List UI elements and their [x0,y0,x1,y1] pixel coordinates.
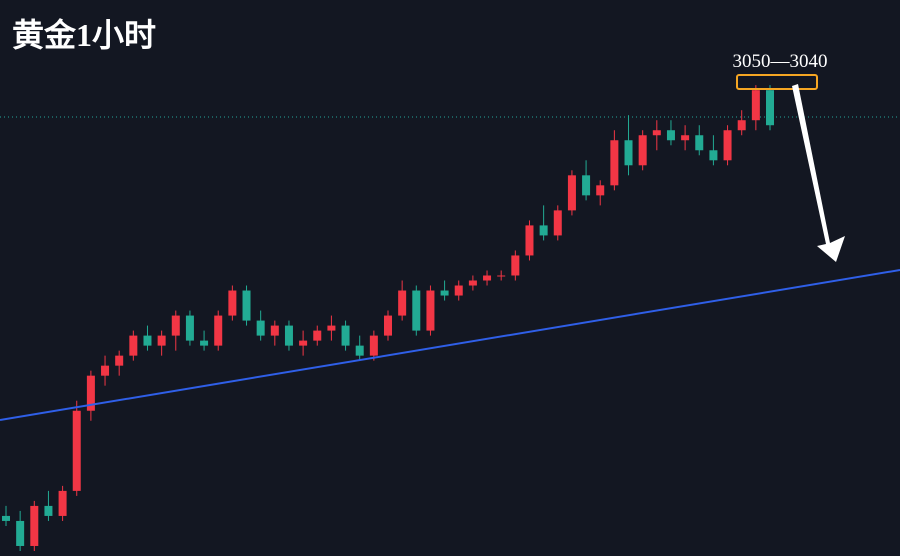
annotation: 3050—3040 [733,51,828,72]
candle-body [567,175,576,211]
candle-body [610,140,619,186]
candle-body [624,140,633,166]
candle-body [412,290,421,331]
candle-body [58,490,67,516]
candle-body [214,315,223,346]
candle-body [553,210,562,236]
candle-body [16,520,25,546]
candle-body [185,315,194,341]
candle-body [369,335,378,356]
candle-body [171,315,180,336]
candle-body [313,330,322,341]
candle-body [723,130,732,161]
candle-body [582,175,591,196]
candle-body [766,90,774,126]
candle-body [355,345,364,356]
candle-body [440,290,449,296]
candle-body [751,90,760,121]
candle-body [2,515,10,521]
candle-body [483,275,492,281]
target-box [736,74,818,90]
candle-body [30,505,39,546]
candle-body [129,335,138,356]
candle-body [327,325,336,331]
arrow [792,84,845,262]
candle-body [709,150,718,161]
candle-body [511,255,520,276]
candle-body [44,505,53,516]
candle-body [101,365,110,376]
candle-body [299,340,308,346]
candle-body [454,285,463,296]
candle-body [596,185,605,196]
trend-line [0,269,900,421]
candle-body [638,135,647,166]
candle-body [652,130,661,136]
candle-body [666,130,675,141]
candle-body [681,135,690,141]
candle-body [398,290,407,316]
candle-body [497,275,506,277]
chart-title: 黄金1小时 [12,17,156,53]
candle-body [539,225,548,236]
candle-body [426,290,435,331]
candle-body [525,225,534,256]
candle-body [228,290,237,316]
candle-body [256,320,265,336]
candle-body [270,325,279,336]
candle-body [200,340,209,346]
candle-body [737,120,746,131]
candle-body [72,410,81,491]
candle-body [86,375,95,411]
candle-body [115,355,124,366]
candle-body [341,325,350,346]
candle-body [157,335,166,346]
candle-body [143,335,152,346]
candle-body [695,135,704,151]
candle-body [384,315,392,336]
candles [2,85,774,551]
candle-body [468,280,477,286]
candle-body [284,325,293,346]
candle-body [242,290,251,321]
